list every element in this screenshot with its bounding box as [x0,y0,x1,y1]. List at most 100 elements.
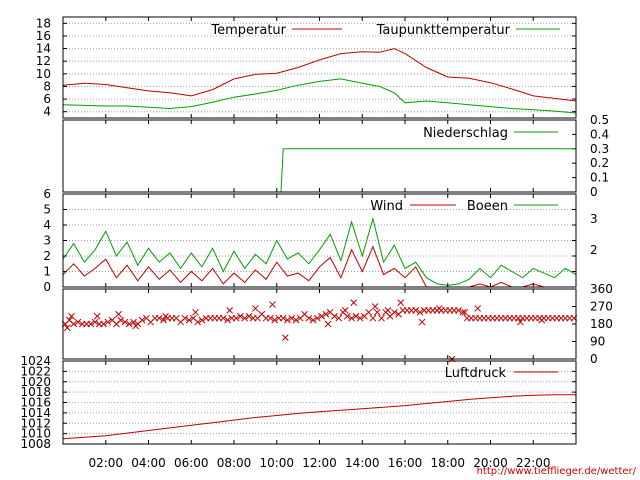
wind-direction-point [350,299,358,306]
wind-direction-point [104,318,112,326]
wind-direction-point [245,312,253,320]
wind-direction-point [538,316,546,324]
wind-direction-point [162,312,169,320]
wind-direction-point [93,312,101,320]
ytick-label: 4 [43,218,51,232]
ytick-label: 1012 [20,416,51,430]
wind-direction-point [416,308,424,316]
ytick-label: 3 [43,234,51,248]
wind-direction-point [192,308,199,316]
wind-direction-point [87,320,95,328]
ytick-label: 0 [43,280,51,294]
wind-direction-point [266,314,274,322]
wind-direction-point [194,318,202,326]
ytick-label: 8 [43,79,51,93]
ytick-label: 0.3 [590,142,609,156]
wind-direction-point [91,318,99,326]
ytick-label: 4 [43,105,51,119]
ytick-label: 6 [43,187,51,201]
ytick-label: 1018 [20,385,51,399]
right-tick-label: 2 [590,243,598,257]
wind-direction-point [318,312,325,320]
wind-direction-point [224,316,231,324]
ytick-label: 360 [590,282,613,296]
wind-direction-point [138,316,146,324]
xtick-label: 14:00 [345,456,380,470]
wind-direction-point [100,320,107,328]
wind-direction-point [198,316,206,324]
wind-direction-point [117,316,125,324]
ytick-label: 5 [43,203,51,217]
right-tick-label: 3 [590,212,598,226]
ytick-label: 18 [36,16,51,30]
wind-direction-point [384,307,392,314]
wind-direction-point [341,307,349,314]
xtick-label: 16:00 [388,456,423,470]
ytick-label: 90 [590,335,605,349]
xtick-label: 08:00 [217,456,252,470]
wind-direction-point [309,316,317,324]
wind-direction-point [269,301,276,308]
ytick-label: 1008 [20,437,51,451]
ytick-label: 270 [590,300,613,314]
ytick-label: 0 [590,352,598,366]
legend-label: Wind [370,199,403,214]
series-line-0 [62,394,576,440]
ytick-label: 1016 [20,396,51,410]
legend-label: Boeen [467,199,508,214]
wind-direction-point [378,314,385,322]
ytick-label: 0.1 [590,171,609,185]
wind-direction-point [373,308,381,316]
time-axis: 02:00 04:00 06:00 08:00 10:00 12:00 14:00 16:00… [88,456,550,470]
wind-direction-point [455,307,462,314]
ytick-label: 1024 [20,354,51,368]
xtick-label: 02:00 [88,456,123,470]
xtick-label: 18:00 [430,456,465,470]
source-credit[interactable]: http://www.tiefflieger.de/wetter/ [477,466,637,477]
wind-direction-point [130,318,137,326]
wind-direction-point [70,320,78,328]
wind-direction-point [284,316,291,324]
ytick-label: 1010 [20,427,51,441]
wind-direction-point [314,314,321,322]
wind-direction-point [369,314,377,322]
wind-direction-point [331,312,338,320]
wind-direction-point [412,307,420,314]
ytick-label: 0 [590,185,598,199]
xtick-label: 06:00 [174,456,209,470]
series-line-0 [62,48,577,102]
wind-direction-point [63,324,71,332]
legend-label: Taupunkttemperatur [376,23,511,38]
ytick-label: 1014 [20,406,51,420]
wind-direction-point [324,320,332,328]
wind-direction-point [371,303,379,310]
wind-direction-point [271,316,278,324]
wind-direction-point [322,310,330,318]
ytick-label: 0.2 [590,156,609,170]
ytick-label: 16 [36,29,51,43]
wind-direction-point [288,314,296,322]
wind-direction-point [343,312,351,320]
wind-direction-point [305,314,313,322]
wind-direction-point [237,312,244,320]
ytick-label: 0.5 [590,113,609,127]
series-line-1 [62,216,577,286]
wind-direction-point [115,310,122,318]
wind-direction-point [352,312,360,320]
wind-direction-point [241,314,249,322]
ytick-label: 1022 [20,364,51,378]
wind-direction-point [125,320,133,328]
panel-precipitation: 00.10.20.30.40.5 Niederschlag [62,113,609,199]
wind-direction-point [68,312,75,320]
xtick-label: 04:00 [131,456,166,470]
wind-direction-point [335,314,343,322]
wind-direction-point [121,318,129,326]
ytick-label: 1020 [20,375,51,389]
wind-direction-point [292,316,300,324]
ytick-label: 6 [43,92,51,106]
